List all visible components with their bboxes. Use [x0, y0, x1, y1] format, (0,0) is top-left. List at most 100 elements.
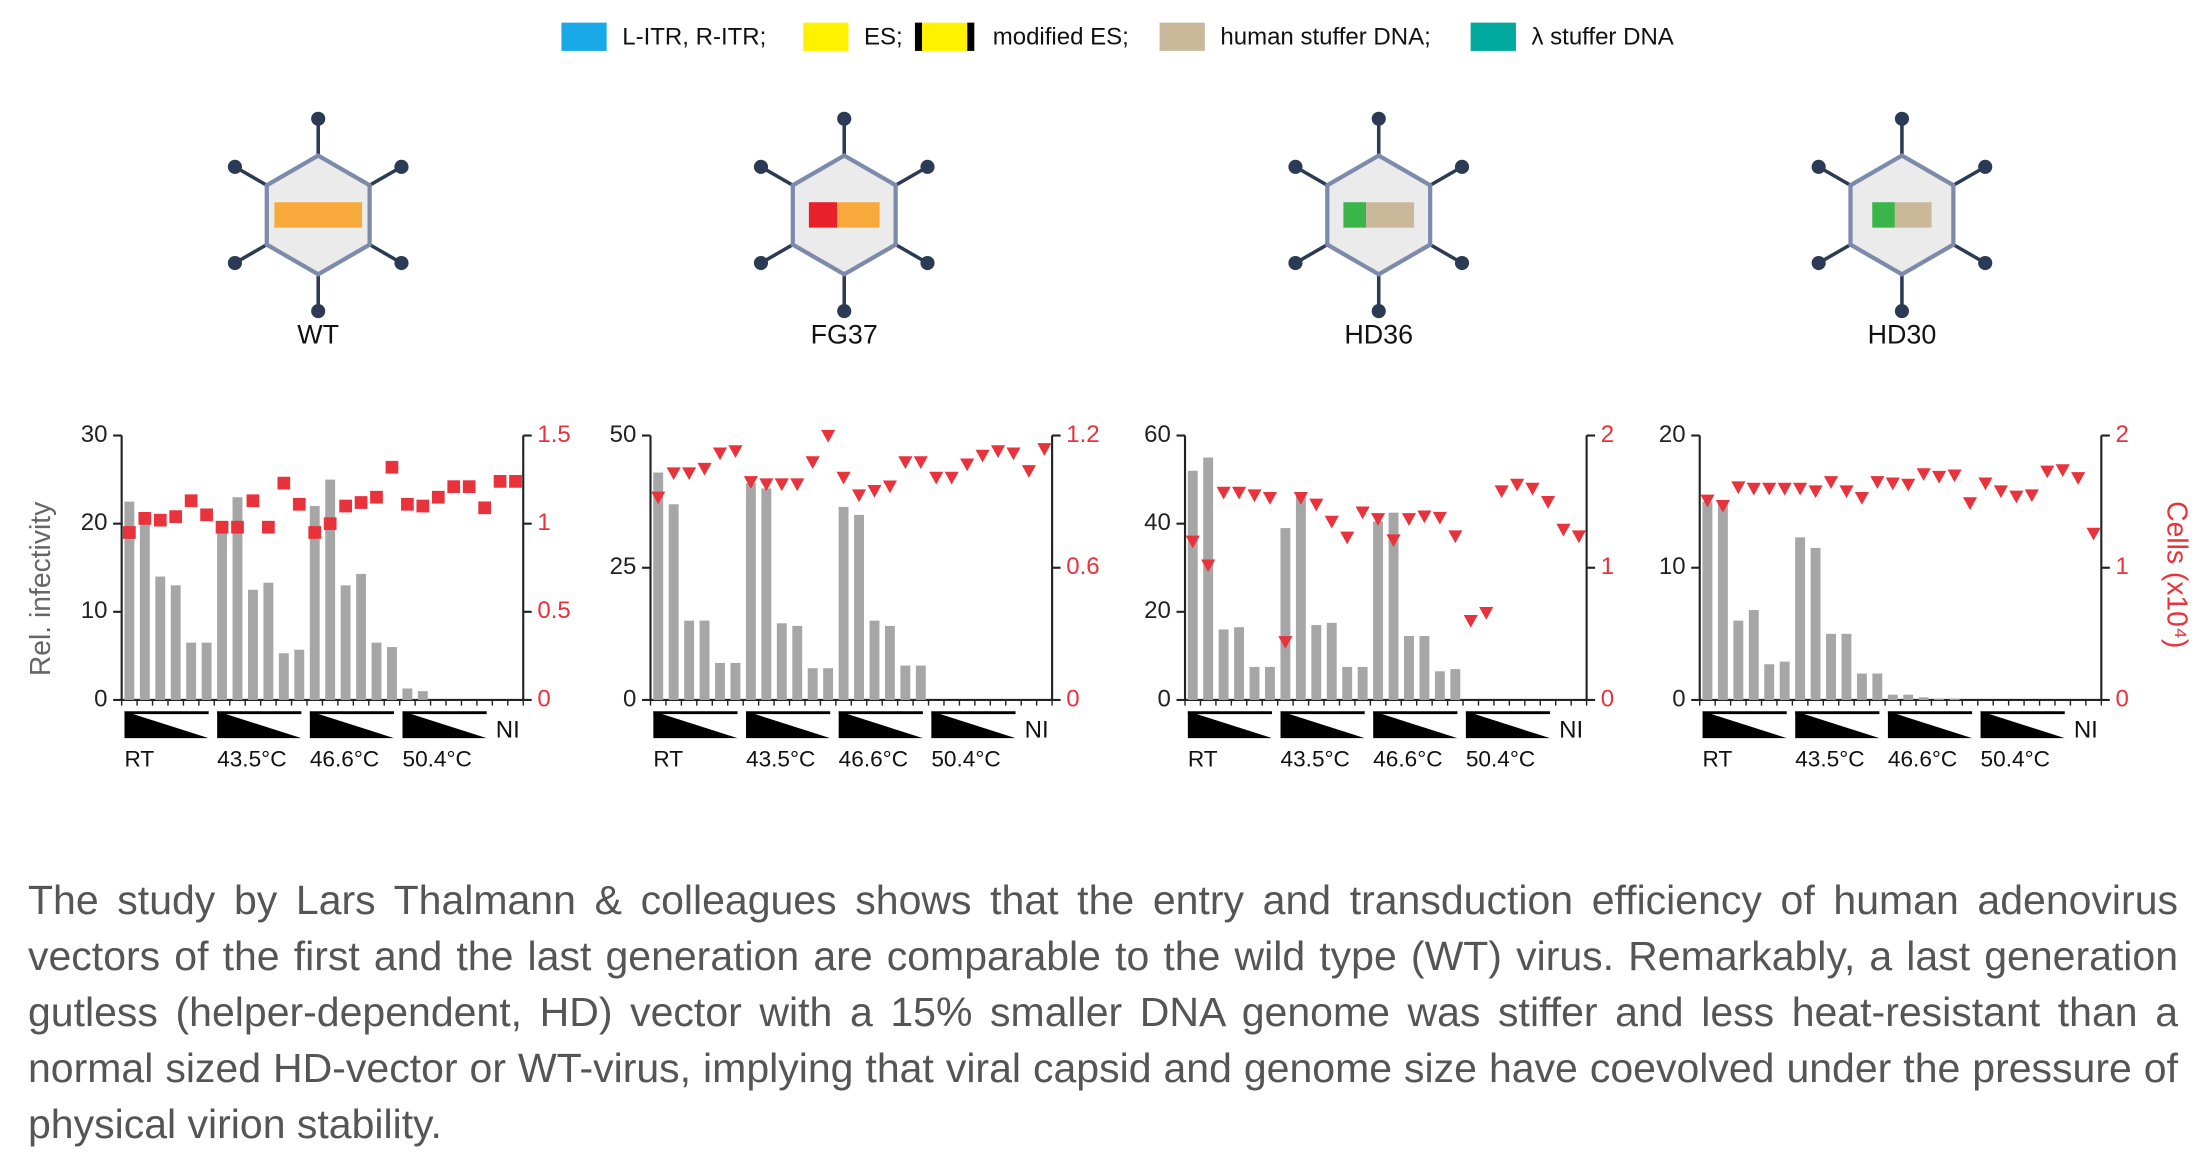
point — [651, 491, 666, 505]
bar — [915, 665, 926, 700]
bar — [201, 642, 212, 700]
legend-label: ES; — [864, 24, 903, 51]
point — [2055, 464, 2070, 477]
point — [431, 490, 445, 504]
capsid-knob — [837, 111, 852, 126]
bar — [653, 472, 664, 700]
bar — [1949, 698, 1960, 700]
bar — [247, 589, 258, 700]
point — [1571, 530, 1586, 544]
bar — [139, 519, 150, 700]
dilution-wedge — [124, 711, 209, 739]
dilution-wedge — [1187, 711, 1273, 739]
bar — [1810, 547, 1821, 700]
bar — [1342, 666, 1353, 700]
dilution-wedge — [1887, 711, 1973, 739]
capsid-knob — [920, 255, 935, 271]
bar — [807, 668, 818, 700]
bar — [1203, 457, 1214, 700]
point — [1808, 485, 1823, 499]
bar — [1918, 697, 1929, 700]
chart-title: HD36 — [1344, 320, 1413, 350]
dilution-wedge — [1795, 711, 1880, 739]
bar — [900, 665, 911, 700]
dilution-wedge — [1465, 711, 1551, 739]
genome-insert — [1894, 202, 1932, 228]
capsid-knob — [1288, 255, 1303, 271]
x-tick-label: RT — [1188, 747, 1218, 772]
point — [1479, 607, 1494, 620]
y-tick-label: 20 — [1659, 421, 1686, 448]
point — [836, 471, 851, 485]
bar — [668, 504, 679, 700]
point — [2086, 527, 2101, 541]
point — [774, 478, 789, 492]
bar — [186, 642, 197, 700]
capsid-knob — [753, 159, 769, 174]
y-tick-label: 40 — [1144, 509, 1171, 536]
y2-tick-label: 2 — [1601, 421, 1614, 448]
capsid-knob — [394, 159, 409, 174]
point — [1731, 481, 1746, 495]
bar — [1265, 666, 1275, 700]
point — [1432, 511, 1447, 525]
genome-insert — [1872, 202, 1895, 228]
point — [1916, 468, 1931, 481]
bar — [776, 623, 787, 700]
point — [2071, 472, 2086, 485]
dilution-wedge — [402, 711, 487, 739]
capsid-knob — [1894, 304, 1910, 319]
bar — [1187, 470, 1198, 700]
bar — [1311, 625, 1322, 700]
bar — [325, 479, 336, 700]
bar — [792, 625, 803, 700]
bar — [1702, 501, 1713, 700]
y-tick-label: 50 — [610, 421, 637, 448]
point — [200, 508, 213, 522]
point — [339, 499, 352, 513]
point — [1232, 486, 1247, 500]
point — [1448, 530, 1463, 544]
point — [682, 467, 697, 481]
bar — [1434, 671, 1445, 700]
bar — [869, 620, 880, 700]
bar — [371, 642, 382, 700]
bar — [232, 497, 243, 700]
y-tick-label: 10 — [81, 597, 108, 624]
point — [493, 474, 507, 488]
bar — [1234, 627, 1245, 700]
point — [1262, 492, 1278, 505]
point — [1932, 470, 1947, 484]
point — [2009, 490, 2024, 504]
dilution-wedge — [838, 711, 923, 739]
y2-tick-label: 0 — [1601, 685, 1614, 712]
y2-tick-label: 0 — [1066, 685, 1079, 712]
x-tick-label: 43.5°C — [217, 747, 286, 772]
y2-tick-label: 1 — [2115, 553, 2128, 580]
point — [1278, 636, 1293, 649]
bar — [217, 528, 227, 700]
y2-tick-label: 2 — [2115, 421, 2128, 448]
point — [1510, 478, 1525, 492]
point — [354, 496, 368, 509]
point — [246, 494, 260, 508]
point — [1978, 477, 1993, 491]
legend-label: human stuffer DNA; — [1220, 24, 1430, 51]
bar — [1826, 633, 1836, 700]
point — [231, 520, 244, 534]
point — [851, 489, 867, 503]
bar — [1887, 694, 1898, 700]
point — [262, 520, 275, 534]
point — [416, 499, 430, 513]
point — [184, 494, 198, 508]
y-tick-label: 60 — [1144, 421, 1171, 448]
point — [743, 476, 758, 489]
x-tick-label: 46.6°C — [310, 747, 379, 772]
bar — [1450, 669, 1461, 700]
point — [1993, 485, 2008, 499]
point — [1901, 478, 1916, 492]
y-tick-label: 0 — [1158, 685, 1171, 712]
y2-tick-label: 1.2 — [1066, 421, 1099, 448]
point — [1746, 482, 1761, 496]
